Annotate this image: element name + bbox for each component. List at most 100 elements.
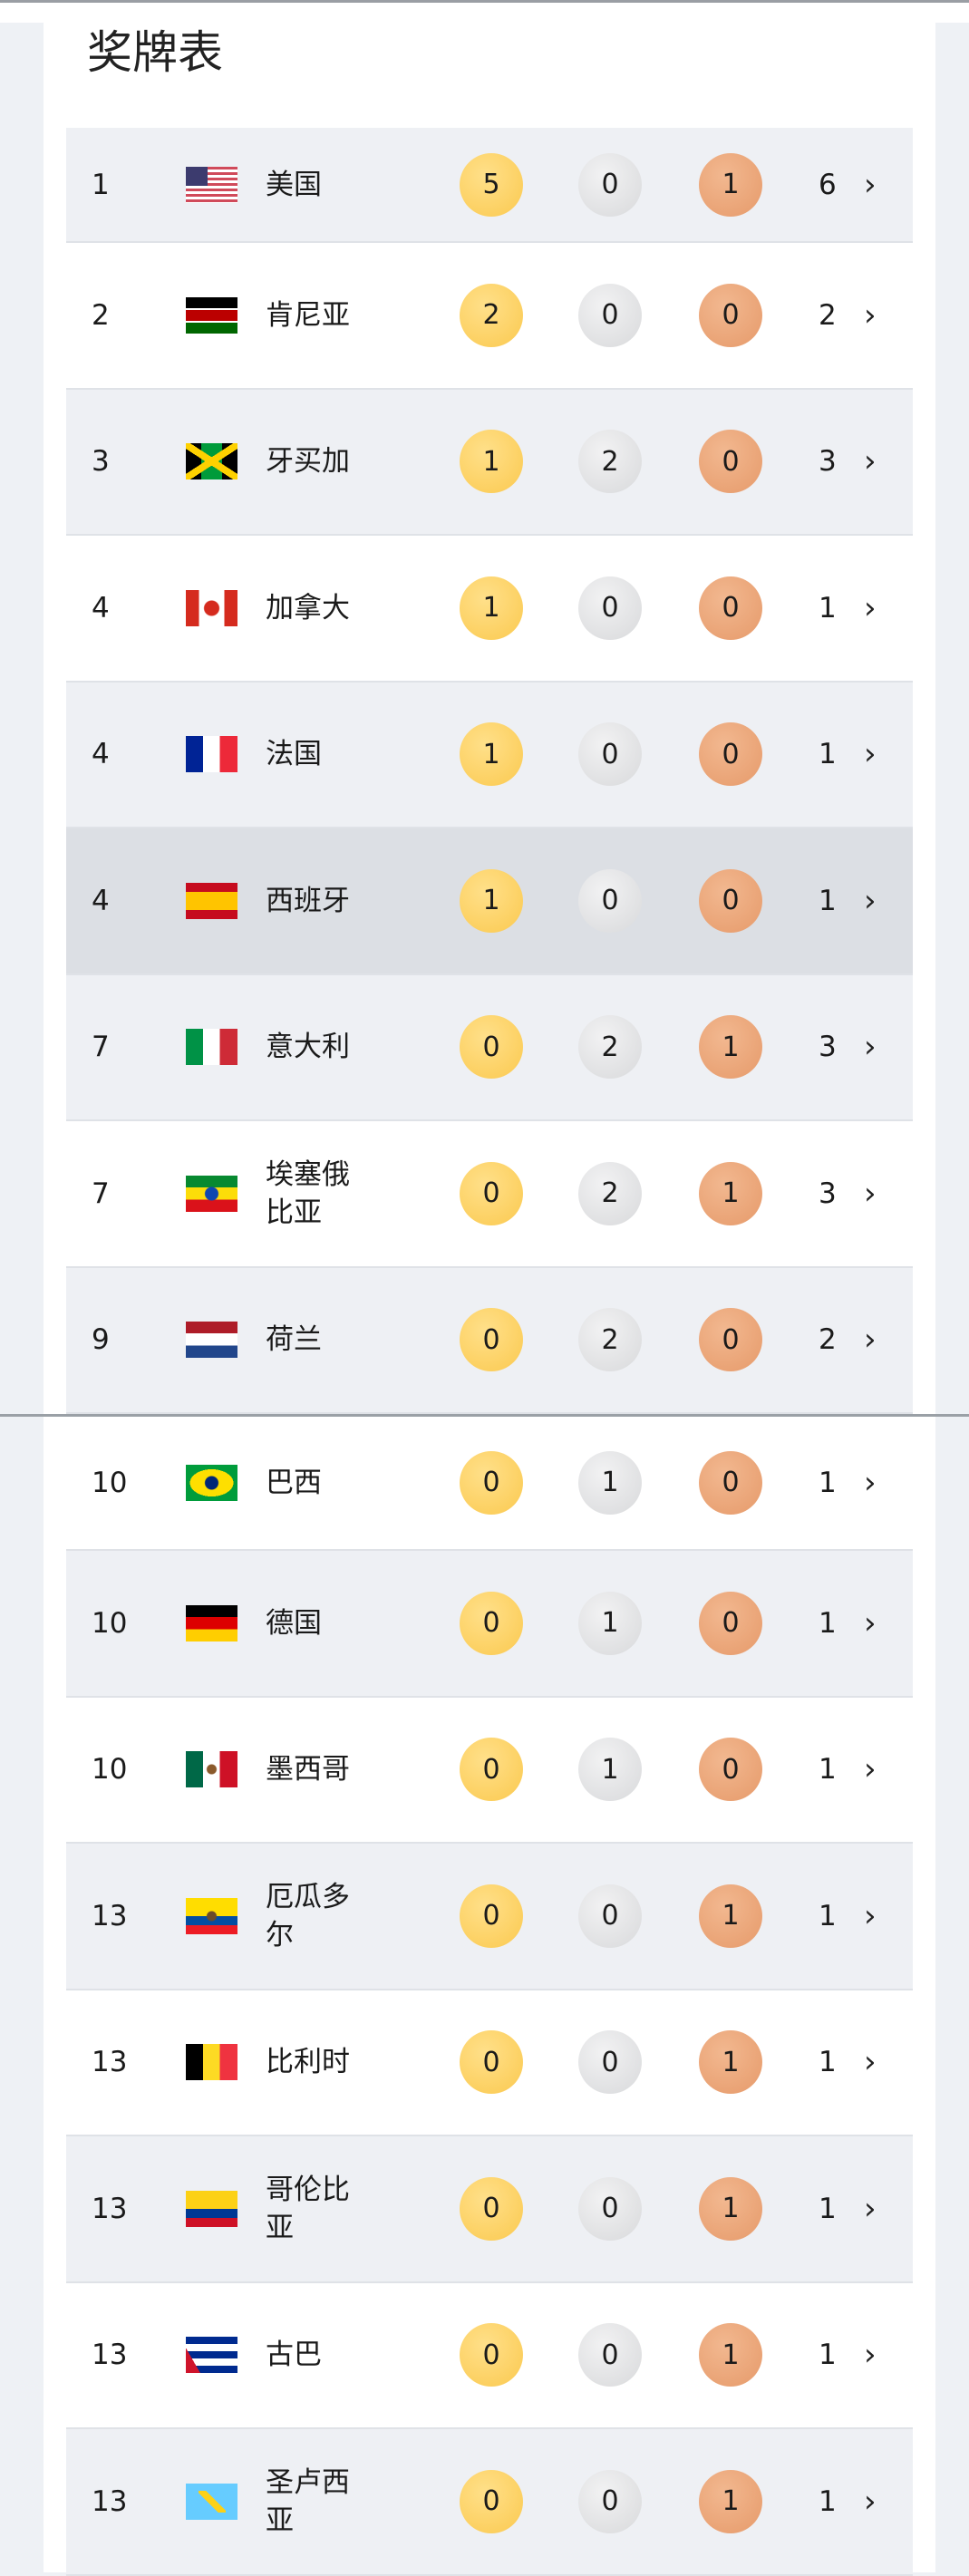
country-name: 法国 [266,738,322,771]
rank: 13 [92,2339,128,2372]
medal-table-row[interactable]: 7 意大利 0 2 1 3 › [66,974,913,1121]
medal-table-row[interactable]: 9 荷兰 0 2 0 2 › [66,1267,913,1414]
country-name: 肯尼亚 [266,298,350,332]
gold-medal-count: 0 [460,1591,523,1655]
silver-medal-count: 0 [578,868,642,933]
medal-table-row[interactable]: 10 德国 0 1 0 1 › [66,1551,913,1698]
bronze-medal-count: 1 [699,2469,762,2533]
total-medal-count: 1 [819,738,837,771]
chevron-right-icon[interactable]: › [864,1751,877,1788]
bronze-medal-count: 0 [699,1450,762,1515]
medal-table-row[interactable]: 3 牙买加 1 2 0 3 › [66,389,913,536]
flag-esp-icon [186,882,237,919]
chevron-right-icon[interactable]: › [864,736,877,773]
total-medal-count: 1 [819,884,837,917]
country-name: 德国 [266,1606,322,1640]
silver-medal-count: 2 [578,1015,642,1080]
medal-table-row[interactable]: 13 圣卢西亚 0 0 1 1 › [66,2429,913,2576]
total-medal-count: 6 [819,168,837,201]
silver-medal-count: 0 [578,2030,642,2095]
flag-ecu-icon [186,1897,237,1934]
total-medal-count: 1 [819,1466,837,1499]
silver-medal-count: 0 [578,722,642,787]
bronze-medal-count: 1 [699,2030,762,2095]
country-name: 牙买加 [266,445,350,479]
bronze-medal-count: 0 [699,1308,762,1372]
gold-medal-count: 0 [460,2469,523,2533]
chevron-right-icon[interactable]: › [864,166,877,203]
rank: 1 [92,168,110,201]
gold-medal-count: 1 [460,722,523,787]
bronze-medal-count: 1 [699,2176,762,2241]
chevron-right-icon[interactable]: › [864,443,877,480]
flag-mex-icon [186,1751,237,1788]
rank: 4 [92,884,110,917]
gold-medal-count: 0 [460,1308,523,1372]
total-medal-count: 1 [819,2192,837,2225]
chevron-right-icon[interactable]: › [864,882,877,919]
country-name: 意大利 [266,1031,350,1064]
bronze-medal-count: 1 [699,1015,762,1080]
bronze-medal-count: 0 [699,283,762,347]
silver-medal-count: 2 [578,430,642,494]
total-medal-count: 2 [819,1323,837,1357]
gold-medal-count: 0 [460,1884,523,1948]
medal-table-row[interactable]: 13 比利时 0 0 1 1 › [66,1990,913,2136]
chevron-right-icon[interactable]: › [864,1604,877,1641]
chevron-right-icon[interactable]: › [864,2044,877,2081]
medal-table-row[interactable]: 4 西班牙 1 0 0 1 › [66,828,913,975]
silver-medal-count: 1 [578,1450,642,1515]
total-medal-count: 3 [819,1031,837,1064]
medal-table-row[interactable]: 1 美国 5 0 1 6 › [66,128,913,243]
chevron-right-icon[interactable]: › [864,2483,877,2520]
gold-medal-count: 2 [460,283,523,347]
total-medal-count: 1 [819,2484,837,2518]
chevron-right-icon[interactable]: › [864,1897,877,1934]
rank: 2 [92,298,110,332]
chevron-right-icon[interactable]: › [864,2190,877,2227]
bronze-medal-count: 0 [699,1738,762,1802]
bronze-medal-count: 0 [699,1591,762,1655]
total-medal-count: 1 [819,1606,837,1640]
bronze-medal-count: 0 [699,868,762,933]
country-name: 厄瓜多尔 [266,1880,350,1951]
chevron-right-icon[interactable]: › [864,589,877,626]
flag-eth-icon [186,1175,237,1212]
gold-medal-count: 1 [460,576,523,640]
medal-table-row[interactable]: 13 古巴 0 0 1 1 › [66,2282,913,2429]
chevron-right-icon[interactable]: › [864,1322,877,1359]
rank: 9 [92,1323,110,1357]
medal-table-row[interactable]: 2 肯尼亚 2 0 0 2 › [66,243,913,390]
medal-table-row[interactable]: 7 埃塞俄比亚 0 2 1 3 › [66,1121,913,1268]
flag-col-icon [186,2190,237,2227]
medal-table-row[interactable]: 4 加拿大 1 0 0 1 › [66,536,913,683]
country-name: 古巴 [266,2339,322,2372]
medal-table-row[interactable]: 10 墨西哥 0 1 0 1 › [66,1697,913,1844]
gold-medal-count: 0 [460,1161,523,1225]
country-name: 加拿大 [266,591,350,625]
country-name: 埃塞俄比亚 [266,1157,350,1229]
medal-table-row[interactable]: 10 巴西 0 1 0 1 › [66,1416,913,1551]
medal-table-row[interactable]: 13 哥伦比亚 0 0 1 1 › [66,2136,913,2283]
top-divider [0,0,969,3]
medal-table-row[interactable]: 13 厄瓜多尔 0 0 1 1 › [66,1844,913,1990]
gold-medal-count: 1 [460,868,523,933]
rank: 3 [92,445,110,479]
silver-medal-count: 0 [578,576,642,640]
flag-lca-icon [186,2483,237,2520]
chevron-right-icon[interactable]: › [864,1029,877,1066]
silver-medal-count: 1 [578,1738,642,1802]
rank: 4 [92,591,110,625]
chevron-right-icon[interactable]: › [864,296,877,334]
flag-bra-icon [186,1464,237,1501]
medal-table-row[interactable]: 4 法国 1 0 0 1 › [66,682,913,828]
chevron-right-icon[interactable]: › [864,2337,877,2374]
top-strip [0,3,969,23]
chevron-right-icon[interactable]: › [864,1175,877,1212]
rank: 10 [92,1466,128,1499]
bronze-medal-count: 1 [699,2323,762,2387]
gold-medal-count: 1 [460,430,523,494]
bronze-medal-count: 0 [699,576,762,640]
total-medal-count: 3 [819,445,837,479]
chevron-right-icon[interactable]: › [864,1464,877,1501]
